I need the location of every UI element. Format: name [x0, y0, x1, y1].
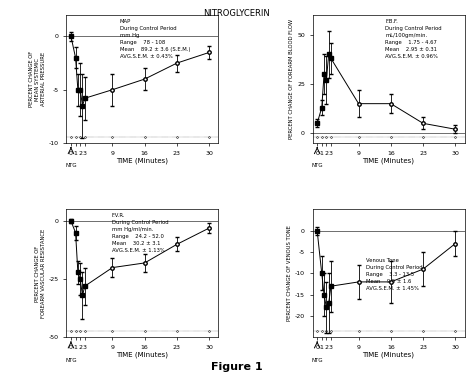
Y-axis label: PERCENT CHANGE OF VENOUS TONE: PERCENT CHANGE OF VENOUS TONE — [287, 226, 292, 321]
X-axis label: TIME (Minutes): TIME (Minutes) — [116, 351, 168, 358]
Text: MAP
During Control Period
mm Hg
Range    78 - 108
Mean    89.2 ± 3.6 (S.E.M.)
AV: MAP During Control Period mm Hg Range 78… — [119, 19, 190, 59]
X-axis label: TIME (Minutes): TIME (Minutes) — [363, 351, 415, 358]
Text: F.V.R.
During Control Period
mm Hg/ml/min.
Range    24.2 - 52.0
Mean    30.2 ± 3: F.V.R. During Control Period mm Hg/ml/mi… — [112, 213, 169, 253]
Text: NITROGLYCERIN: NITROGLYCERIN — [204, 9, 270, 19]
X-axis label: TIME (Minutes): TIME (Minutes) — [116, 157, 168, 163]
Text: NTG: NTG — [65, 358, 77, 363]
Text: NTG: NTG — [311, 358, 323, 363]
Text: Figure 1: Figure 1 — [211, 362, 263, 371]
X-axis label: TIME (Minutes): TIME (Minutes) — [363, 157, 415, 163]
Text: NTG: NTG — [65, 163, 77, 168]
Text: F.B.F.
During Control Period
mL/100gm/min.
Range    1.75 - 4.67
Mean    2.95 ± 0: F.B.F. During Control Period mL/100gm/mi… — [385, 19, 442, 59]
Text: Venous Tone
During Control Period
Range    3.3 - 13.5
Mean    9.5 ± 1.6
AVG.S.E.: Venous Tone During Control Period Range … — [366, 258, 422, 291]
Y-axis label: PERCENT CHANGE OF FOREARM BLOOD FLOW: PERCENT CHANGE OF FOREARM BLOOD FLOW — [289, 19, 294, 139]
Text: NTG: NTG — [311, 163, 323, 168]
Y-axis label: PERCENT CHANGE OF
MEAN SYSTEMIC
ARTERIAL PRESSURE: PERCENT CHANGE OF MEAN SYSTEMIC ARTERIAL… — [28, 51, 46, 107]
Y-axis label: PERCENT CHANGE OF
FOREARM VASCULAR RESISTANCE: PERCENT CHANGE OF FOREARM VASCULAR RESIS… — [35, 229, 46, 318]
